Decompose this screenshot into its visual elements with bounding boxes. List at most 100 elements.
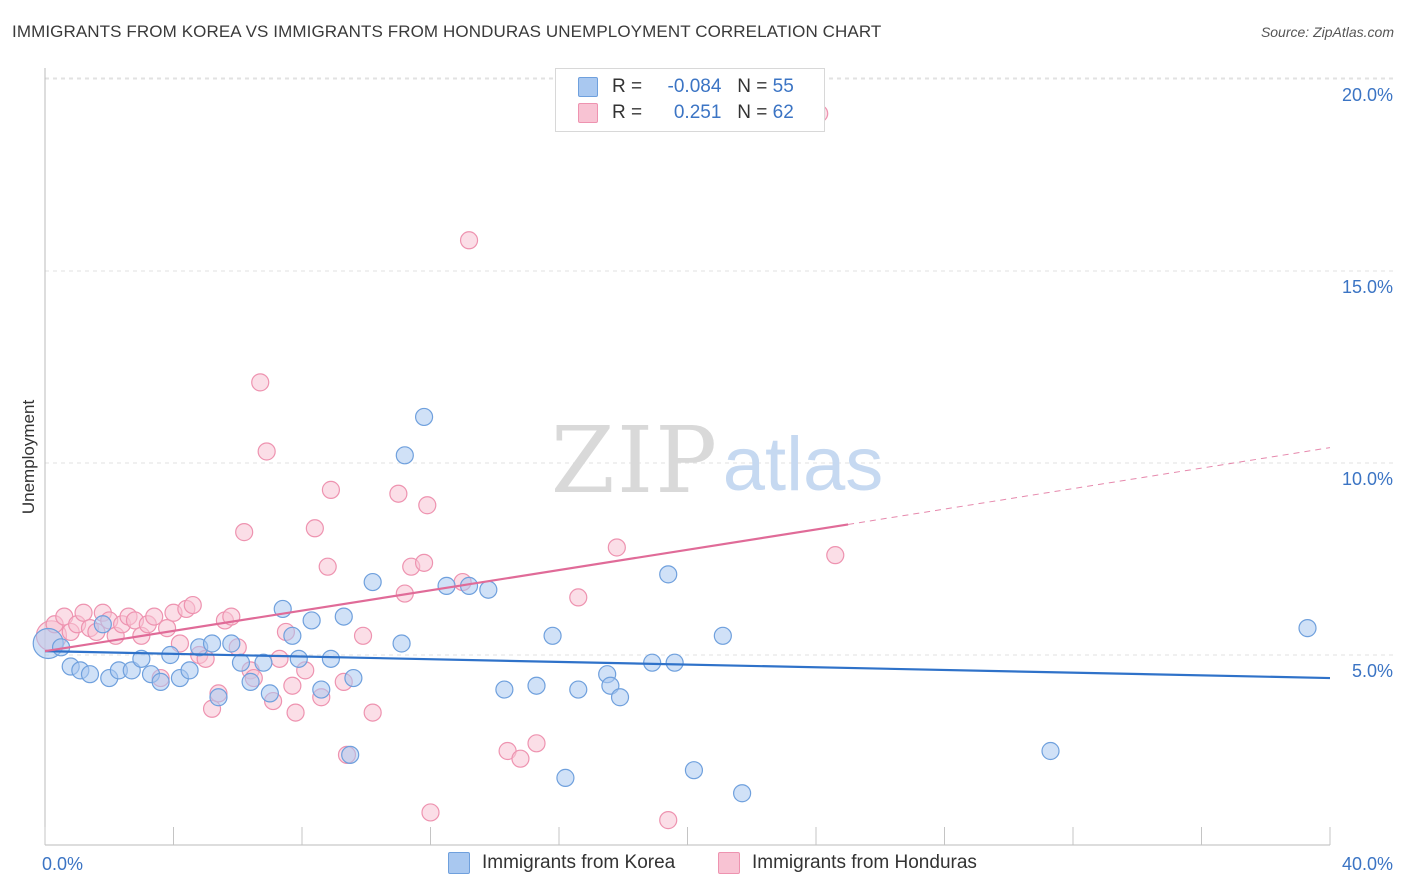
honduras-r-label: R = — [612, 102, 643, 123]
honduras-trend-extension — [848, 447, 1331, 525]
honduras-point-56 — [459, 231, 479, 250]
korea-point-5 — [93, 615, 112, 634]
gridlines — [45, 77, 1395, 656]
korea-point-28 — [321, 649, 341, 668]
korea-point-22 — [260, 684, 279, 703]
trend-lines — [44, 447, 1331, 680]
honduras-point-62 — [659, 811, 678, 830]
honduras-r-value: 0.251 — [673, 102, 722, 123]
y-tick-label-1: 10.0% — [1342, 469, 1393, 489]
honduras-n-value: 62 — [772, 102, 794, 123]
honduras-point-16 — [145, 607, 164, 626]
korea-point-27 — [312, 680, 331, 699]
watermark-atlas: atlas — [723, 422, 884, 507]
honduras-point-30 — [235, 523, 254, 542]
legend-item-korea: Immigrants from Korea — [448, 852, 675, 874]
x-tick-label-0: 0.0% — [42, 854, 83, 874]
y-tick-label-3: 20.0% — [1342, 85, 1393, 105]
source-label: Source: ZipAtlas.com — [1260, 24, 1394, 40]
honduras-point-52 — [414, 553, 434, 572]
korea-point-35 — [414, 407, 434, 427]
honduras-swatch — [578, 103, 598, 123]
honduras-point-61 — [607, 538, 626, 557]
korea-point-24 — [283, 626, 302, 645]
korea-point-25 — [289, 649, 308, 668]
honduras-point-33 — [251, 373, 270, 392]
korea-point-41 — [543, 626, 562, 645]
korea-point-17 — [209, 688, 228, 707]
korea-point-40 — [527, 676, 546, 695]
honduras-point-44 — [321, 480, 341, 499]
y-axis-label: Unemployment — [19, 400, 38, 515]
honduras-point-49 — [389, 484, 408, 503]
honduras-point-59 — [527, 734, 546, 753]
korea-point-32 — [363, 572, 382, 592]
korea-point-34 — [395, 446, 414, 465]
honduras-point-18 — [157, 619, 177, 638]
korea-point-30 — [344, 668, 363, 688]
korea-point-39 — [495, 680, 514, 699]
tick-labels: 5.0% 10.0% 15.0% 20.0% 0.0% 40.0% — [42, 85, 1393, 874]
korea-point-4 — [80, 665, 100, 684]
honduras-point-41 — [305, 519, 324, 538]
korea-trend-line — [44, 650, 1331, 680]
honduras-point-54 — [421, 803, 440, 822]
korea-point-26 — [302, 611, 321, 630]
korea-point-21 — [254, 653, 273, 672]
honduras-point-22 — [183, 595, 202, 615]
correlation-legend: R = -0.084 N = 55 R = 0.251 N = 62 — [555, 68, 825, 132]
series-honduras-points — [35, 104, 845, 830]
honduras-n-label: N = — [737, 102, 768, 123]
honduras-point-60 — [569, 588, 588, 607]
honduras-point-38 — [283, 676, 302, 695]
honduras-point-5 — [74, 603, 93, 622]
korea-point-33 — [392, 634, 411, 653]
x-tick-label-1: 40.0% — [1342, 854, 1393, 874]
korea-point-49 — [665, 653, 684, 672]
korea-point-16 — [202, 634, 222, 653]
korea-n-label: N = — [737, 76, 768, 97]
honduras-point-39 — [286, 703, 305, 722]
korea-point-42 — [556, 768, 575, 787]
korea-point-48 — [659, 565, 678, 584]
korea-r-label: R = — [612, 76, 643, 97]
korea-point-43 — [569, 680, 588, 699]
honduras-point-43 — [318, 557, 337, 576]
honduras-point-34 — [257, 442, 276, 461]
korea-point-20 — [241, 672, 260, 691]
korea-point-11 — [151, 672, 170, 691]
korea-point-9 — [132, 649, 151, 668]
korea-point-50 — [684, 761, 704, 780]
series-korea-points — [32, 407, 1317, 803]
korea-point-14 — [180, 661, 199, 680]
legend-row-korea: R = -0.084 N = 55 — [578, 75, 794, 99]
series-legend: Immigrants from Korea Immigrants from Ho… — [0, 852, 1406, 878]
legend-row-honduras: R = 0.251 N = 62 — [578, 101, 794, 125]
honduras-point-47 — [353, 626, 373, 645]
honduras-legend-label: Immigrants from Honduras — [752, 852, 977, 873]
korea-point-54 — [1298, 619, 1317, 638]
korea-legend-label: Immigrants from Korea — [482, 852, 676, 873]
korea-point-46 — [610, 688, 630, 707]
chart-title: IMMIGRANTS FROM KOREA VS IMMIGRANTS FROM… — [12, 22, 882, 41]
honduras-point-48 — [363, 703, 382, 722]
korea-r-value: -0.084 — [667, 76, 722, 97]
honduras-legend-swatch — [718, 852, 740, 874]
y-tick-label-0: 5.0% — [1352, 661, 1393, 681]
y-tick-label-2: 15.0% — [1342, 277, 1393, 297]
korea-point-31 — [341, 745, 360, 764]
korea-point-18 — [222, 634, 241, 653]
axes — [44, 68, 1331, 846]
korea-point-29 — [334, 607, 353, 626]
honduras-point-64 — [826, 546, 845, 565]
watermark-zip: ZIP — [551, 407, 719, 514]
korea-point-51 — [713, 626, 732, 645]
korea-point-52 — [733, 784, 752, 803]
korea-legend-swatch — [448, 852, 470, 874]
legend-item-honduras: Immigrants from Honduras — [718, 852, 977, 874]
korea-n-value: 55 — [772, 76, 794, 97]
korea-point-53 — [1041, 741, 1060, 761]
korea-point-19 — [231, 653, 251, 672]
honduras-point-36 — [270, 649, 289, 668]
